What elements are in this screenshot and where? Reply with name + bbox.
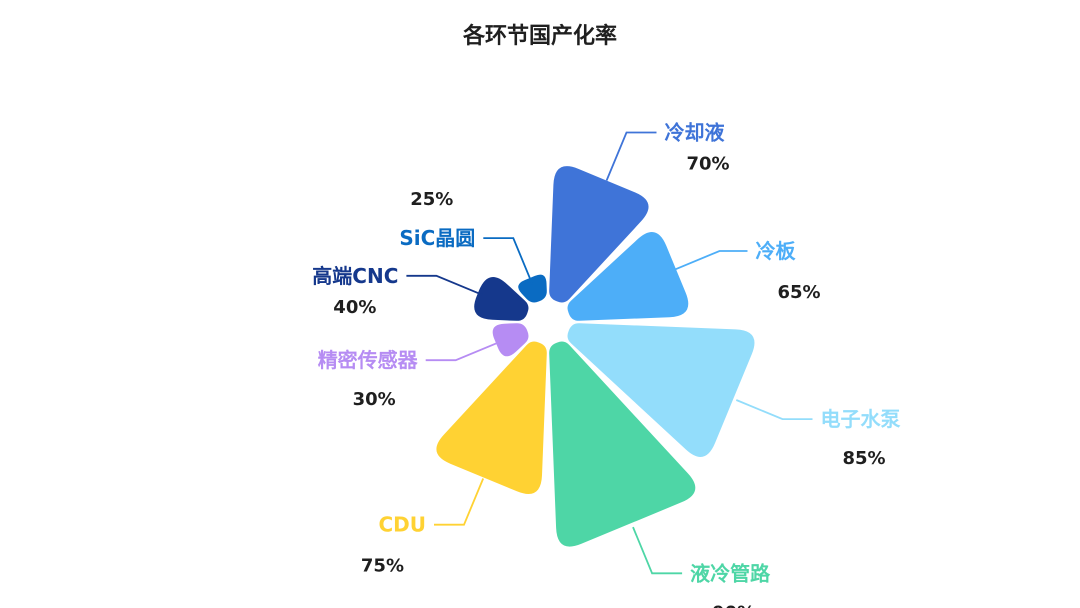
category-label-5: CDU	[378, 513, 426, 537]
labels-group: 冷却液 70% 冷板 65% 电子水泵 85% 液冷管路 90% CDU 75% 精密传感器 30% 高…	[312, 121, 900, 608]
leader-line-8	[483, 237, 534, 285]
value-label-8: 25%	[410, 189, 453, 210]
slice-2[interactable]	[567, 231, 689, 321]
slice-6[interactable]	[492, 323, 529, 357]
category-label-7: 高端CNC	[312, 264, 398, 288]
slices-group	[436, 166, 755, 547]
value-label-3: 85%	[843, 448, 886, 469]
category-label-6: 精密传感器	[318, 348, 419, 372]
value-label-2: 65%	[778, 282, 821, 303]
value-label-6: 30%	[353, 389, 396, 410]
category-label-2: 冷板	[756, 239, 797, 263]
leader-line-3	[735, 399, 813, 421]
leader-line-6	[425, 340, 503, 362]
slice-1[interactable]	[549, 166, 649, 303]
slice-7[interactable]	[474, 276, 529, 321]
category-label-3: 电子水泵	[821, 407, 901, 431]
slice-5[interactable]	[436, 341, 547, 495]
chart-title: 各环节国产化率	[462, 23, 617, 49]
slice-4[interactable]	[549, 341, 696, 547]
category-label-8: SiC晶圆	[399, 226, 475, 250]
leader-line-5	[434, 478, 485, 526]
leader-line-7	[406, 274, 483, 296]
value-label-4: 90%	[712, 602, 755, 608]
category-label-1: 冷却液	[665, 121, 726, 145]
leader-line-1	[605, 131, 657, 181]
slice-3[interactable]	[567, 323, 755, 457]
value-label-5: 75%	[361, 556, 404, 577]
value-label-7: 40%	[333, 297, 376, 318]
category-label-4: 液冷管路	[690, 561, 771, 585]
value-label-1: 70%	[687, 154, 730, 175]
slice-8[interactable]	[518, 274, 547, 303]
leader-line-4	[632, 526, 683, 575]
leader-lines-group	[406, 131, 813, 575]
leader-line-2	[674, 250, 748, 271]
